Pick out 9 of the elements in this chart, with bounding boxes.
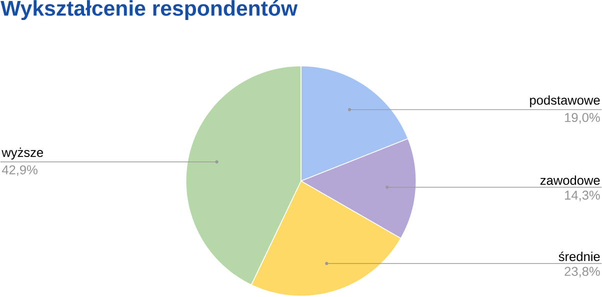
data-label: 23,8%	[564, 267, 600, 278]
data-label: 19,0%	[565, 113, 600, 124]
slice-label: wyższe	[2, 148, 44, 160]
data-label: 14,3%	[565, 190, 600, 202]
slice-label: średnie	[558, 252, 600, 262]
slice-label: podstawowe	[530, 96, 600, 108]
chart-title: Wykształcenie respondentów	[0, 0, 298, 20]
slice-label: zawodowe	[540, 176, 600, 186]
data-label: 42,9%	[2, 166, 38, 176]
